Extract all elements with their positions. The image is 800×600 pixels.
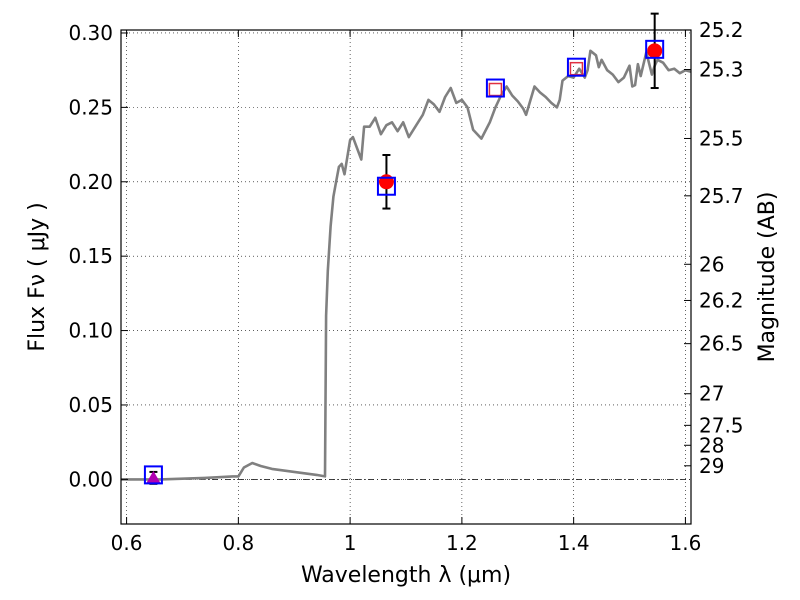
- y-tick-label: 0.20: [68, 170, 113, 194]
- observed-flux-marker: [378, 174, 394, 190]
- model-photometry-marker: [143, 465, 163, 485]
- x-tick-label: 0.8: [222, 531, 254, 555]
- y-tick-label: 0.00: [68, 467, 113, 491]
- plot-frame: [120, 29, 692, 525]
- magnitude-tick-label: 28: [699, 433, 724, 457]
- magnitude-tick-label: 29: [699, 454, 724, 478]
- magnitude-axis-title: Magnitude (AB): [755, 192, 780, 363]
- magnitude-tick-label: 25.3: [699, 58, 744, 82]
- y-tick-label: 0.30: [68, 21, 113, 45]
- magnitude-tick-label: 26: [699, 252, 724, 276]
- model-spectrum-line: [121, 49, 692, 481]
- model-photometry-marker: [376, 176, 396, 196]
- magnitude-tick-label: 26.5: [699, 332, 744, 356]
- y-tick-label: 0.25: [68, 95, 113, 119]
- magnitude-tick-label: 25.5: [699, 126, 744, 150]
- y-tick-label: 0.05: [68, 393, 113, 417]
- magnitude-tick-label: 25.2: [699, 18, 744, 42]
- upper-limit-marker: [146, 470, 161, 483]
- model-photometry-marker: [566, 57, 586, 77]
- observed-flux-marker: [647, 43, 663, 59]
- model-photometry-marker: [485, 78, 505, 98]
- magnitude-tick-label: 27.5: [699, 413, 744, 437]
- model-photometry-marker: [645, 39, 665, 59]
- predicted-flux-marker: [569, 61, 584, 76]
- x-axis-title: Wavelength λ (μm): [301, 563, 511, 588]
- magnitude-tick-label: 25.7: [699, 184, 744, 208]
- x-tick-label: 1: [344, 531, 357, 555]
- axis-ticks: [121, 29, 691, 524]
- data-markers: [143, 12, 665, 485]
- y-tick-label: 0.15: [68, 244, 113, 268]
- y-axis-title: Flux Fν ( μJy ): [25, 202, 50, 351]
- predicted-flux-marker: [488, 82, 503, 97]
- grid-lines: [121, 30, 691, 524]
- x-tick-label: 1.6: [670, 531, 702, 555]
- x-tick-label: 1.2: [446, 531, 478, 555]
- y-tick-labels: 0.00 0.05 0.10 0.15 0.20 0.25 0.30: [68, 21, 113, 491]
- magnitude-tick-label: 26.2: [699, 288, 744, 312]
- x-tick-label: 0.6: [111, 531, 143, 555]
- magnitude-tick-label: 27: [699, 382, 724, 406]
- x-tick-label: 1.4: [558, 531, 590, 555]
- y-tick-label: 0.10: [68, 319, 113, 343]
- plot-background: [121, 30, 691, 524]
- x-tick-labels: 0.6 0.8 1 1.2 1.4 1.6: [111, 531, 702, 555]
